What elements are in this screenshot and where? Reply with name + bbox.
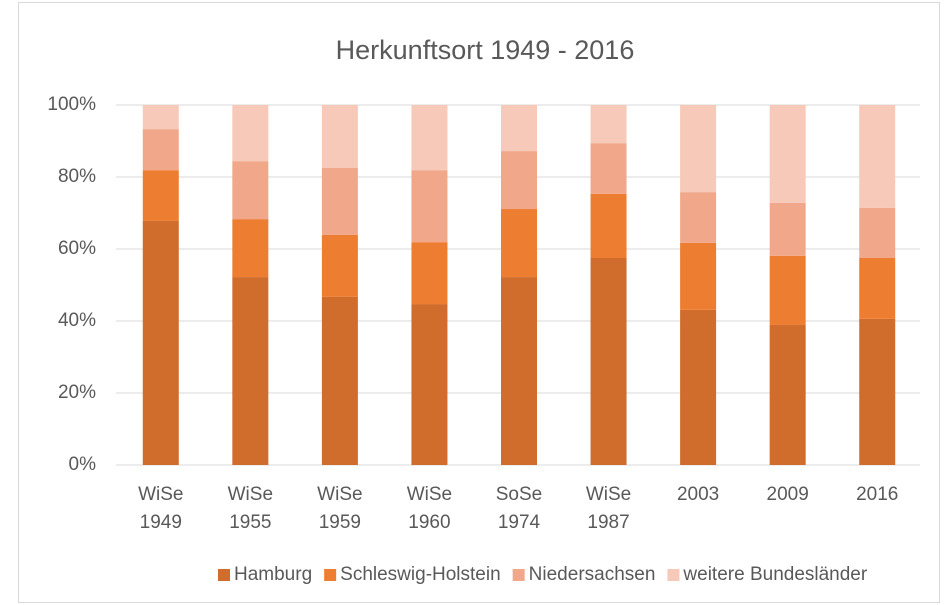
bar-segment <box>859 207 896 258</box>
bar-segment <box>232 105 269 162</box>
y-tick-label: 80% <box>58 166 96 187</box>
x-tick-label: WiSe 1959 <box>317 484 362 533</box>
bar-segment <box>859 318 896 465</box>
bar-segment <box>859 105 896 208</box>
x-tick-label: 2009 <box>767 484 809 505</box>
bar-segment <box>680 242 717 310</box>
legend-label: Schleswig-Holstein <box>340 564 501 585</box>
bar-segment <box>142 170 179 221</box>
chart-title: Herkunftsort 1949 - 2016 <box>336 35 635 65</box>
legend-swatch <box>667 569 680 581</box>
bar-segment <box>590 193 627 258</box>
bar-segment <box>590 143 627 194</box>
bar-segment <box>142 105 179 130</box>
bar-segment <box>321 234 358 297</box>
x-tick-label: 2016 <box>856 484 898 505</box>
legend-label: Niedersachsen <box>529 564 656 585</box>
x-tick-label: SoSe 1974 <box>496 484 542 533</box>
y-tick-label: 40% <box>58 310 96 331</box>
bar-segment <box>590 258 627 465</box>
legend-swatch <box>218 569 230 581</box>
legend-swatch <box>324 569 337 581</box>
bar-segment <box>142 129 179 171</box>
legend-swatch <box>512 569 525 581</box>
x-tick-label: WiSe 1955 <box>228 484 273 533</box>
bar-segment <box>232 219 269 278</box>
y-tick-label: 0% <box>69 454 97 475</box>
bar-segment <box>411 105 448 171</box>
bar-segment <box>501 277 537 465</box>
bar-segment <box>769 202 806 256</box>
bar-segment <box>232 161 269 220</box>
bar-segment <box>142 220 179 465</box>
x-tick-label: WiSe 1960 <box>407 484 452 533</box>
bar-segment <box>501 209 537 278</box>
x-tick-label: 2003 <box>677 484 719 505</box>
legend-label: weitere Bundesländer <box>682 564 867 585</box>
bar-segment <box>411 242 448 305</box>
bar-segment <box>680 192 717 243</box>
x-tick-label: WiSe 1949 <box>138 484 183 533</box>
bar-segment <box>411 304 448 465</box>
bar-segment <box>501 105 537 152</box>
bar-segment <box>411 170 448 243</box>
bar-segment <box>769 324 806 465</box>
x-tick-label: WiSe 1987 <box>586 484 631 533</box>
bar-segment <box>590 105 627 144</box>
bar-segment <box>680 105 717 193</box>
bar-segment <box>501 151 537 210</box>
y-tick-label: 60% <box>58 238 96 259</box>
y-tick-label: 20% <box>58 382 96 403</box>
legend-label: Hamburg <box>234 564 312 585</box>
bar-segment <box>321 296 358 465</box>
bar-segment <box>232 277 269 465</box>
bar-segment <box>321 168 358 235</box>
bar-segment <box>321 105 358 168</box>
bar-segment <box>859 258 896 319</box>
bar-segment <box>769 105 806 203</box>
bar-segment <box>680 309 717 465</box>
bar-segment <box>769 255 806 325</box>
y-tick-label: 100% <box>47 94 96 115</box>
